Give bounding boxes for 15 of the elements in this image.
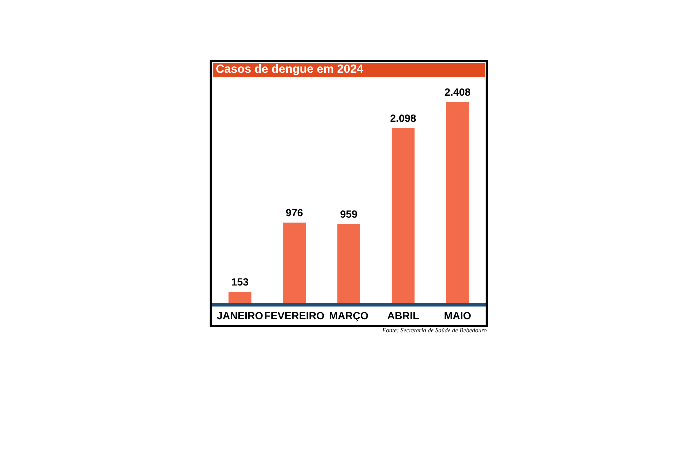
- data-label: 976: [286, 209, 303, 217]
- x-tick-label: ABRIL: [388, 312, 419, 320]
- chart-title: Casos de dengue em 2024: [216, 64, 364, 76]
- data-label: 959: [340, 210, 358, 218]
- x-tick-label: MAIO: [444, 312, 471, 320]
- bar: [338, 224, 360, 305]
- x-tick-label: MARÇO: [330, 312, 368, 322]
- bar: [283, 222, 306, 305]
- bar: [446, 102, 470, 305]
- data-label: 2.098: [390, 114, 416, 122]
- data-label: 2.408: [445, 88, 471, 96]
- data-label: 153: [232, 278, 249, 286]
- bar: [392, 128, 415, 305]
- x-tick-label: FEVEREIRO: [265, 312, 324, 320]
- x-tick-label: JANEIRO: [217, 312, 263, 320]
